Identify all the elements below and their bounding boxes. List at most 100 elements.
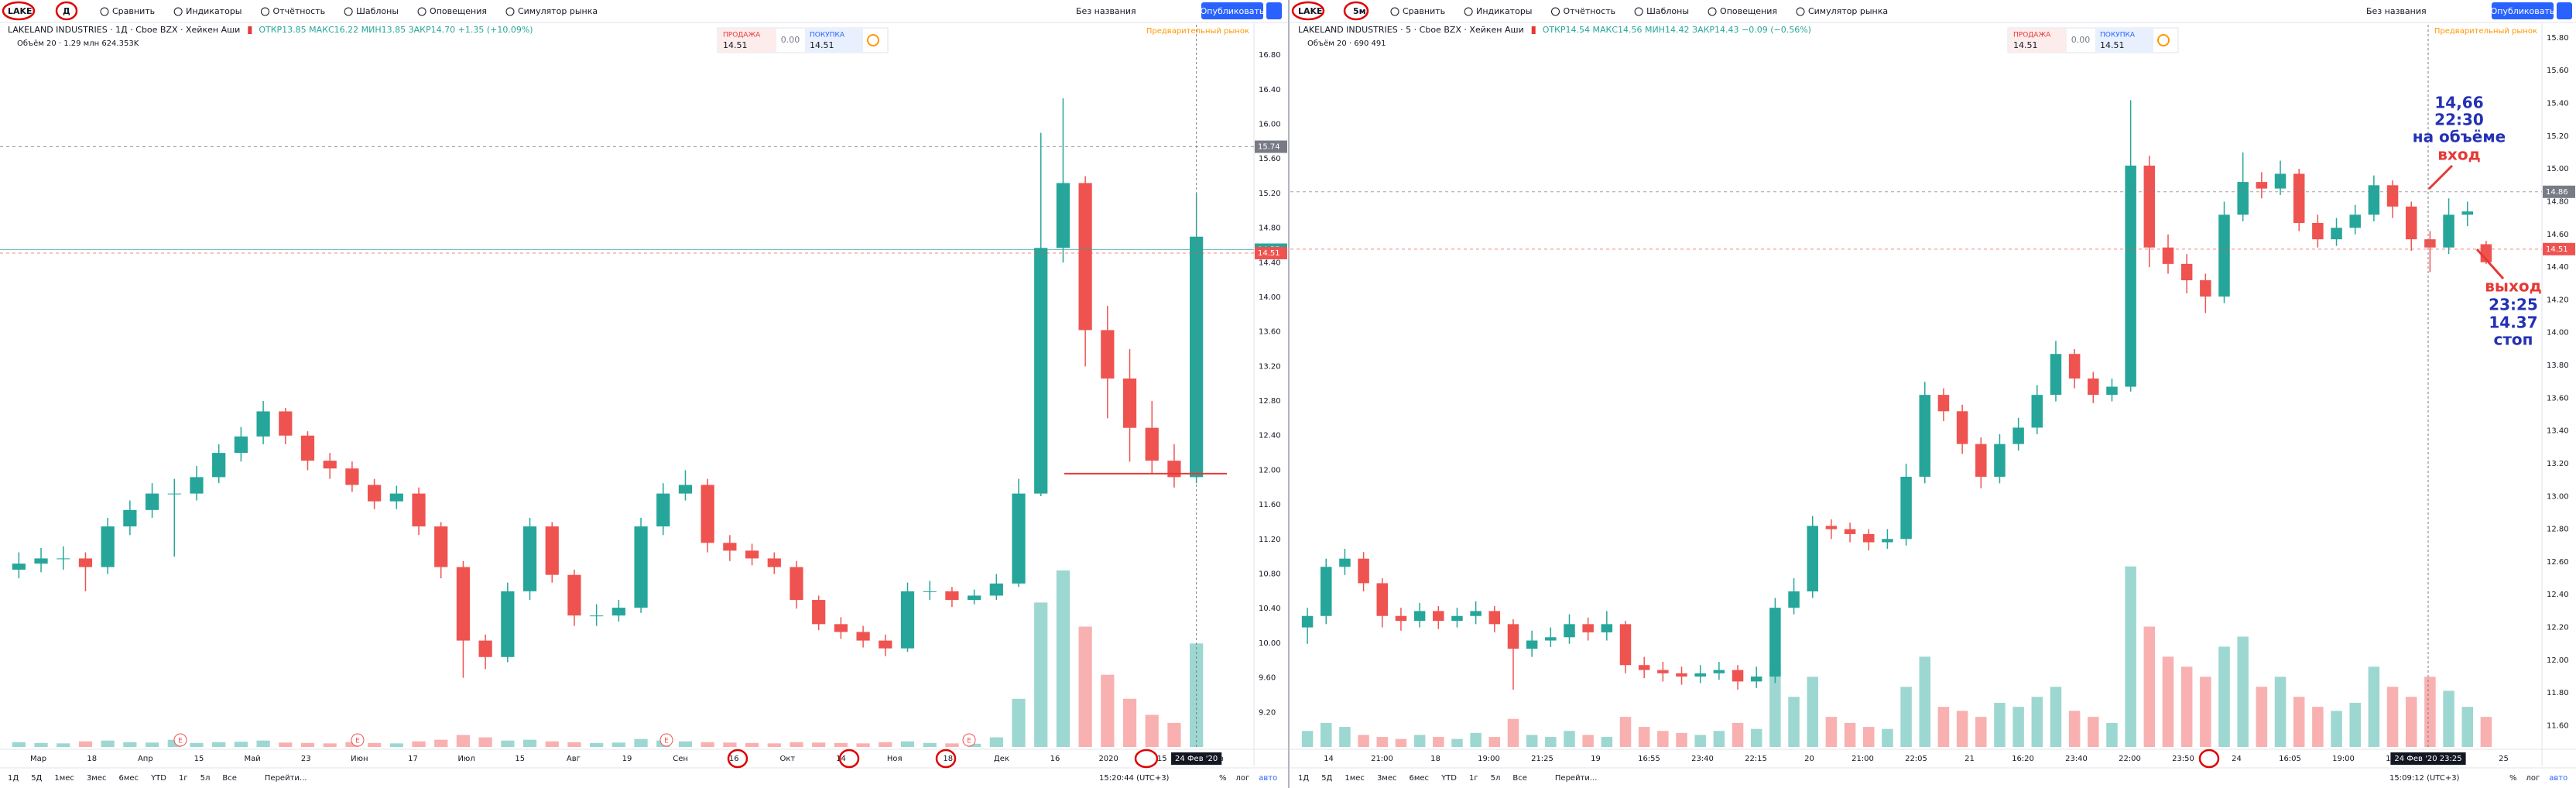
candle-body: [968, 595, 981, 601]
sell-label[interactable]: ПРОДАЖА: [2013, 32, 2051, 39]
event-marker[interactable]: [962, 733, 976, 747]
candle-body: [2312, 222, 2324, 240]
range-button[interactable]: YTD: [1440, 774, 1457, 783]
volume-bar: [434, 739, 448, 747]
range-button[interactable]: Все: [1512, 774, 1527, 783]
event-marker[interactable]: [173, 733, 187, 747]
range-button[interactable]: 5л: [200, 774, 211, 783]
scale-control[interactable]: авто: [2549, 774, 2567, 783]
volume-bar: [545, 741, 559, 747]
candle-body: [1750, 677, 1762, 682]
trade-icon: [867, 34, 879, 46]
volume-bar: [501, 740, 515, 747]
toolbar-item[interactable]: Шаблоны: [1646, 6, 1689, 16]
layout-name[interactable]: Без названия: [2366, 6, 2427, 16]
toolbar-item[interactable]: Шаблоны: [356, 6, 399, 16]
scale-control[interactable]: %: [1219, 774, 1227, 783]
candle-body: [989, 583, 1003, 596]
volume-bar: [145, 742, 159, 747]
range-button[interactable]: 1Д: [8, 774, 19, 783]
publish-label[interactable]: Опубликовать: [2491, 6, 2555, 16]
range-button[interactable]: 5л: [1491, 774, 1501, 783]
interval[interactable]: Д: [63, 6, 70, 16]
volume-legend: Объём 20 · 690 491: [1307, 39, 1386, 48]
toolbar-item[interactable]: Симулятор рынка: [1808, 6, 1888, 16]
y-tick-label: 13.60: [1259, 328, 1281, 337]
publish-label[interactable]: Опубликовать: [1201, 6, 1265, 16]
sell-label[interactable]: ПРОДАЖА: [723, 32, 761, 39]
y-tick-label: 12.80: [1259, 397, 1281, 406]
toolbar-item[interactable]: Оповещения: [430, 6, 487, 16]
scale-control[interactable]: лог: [1236, 774, 1250, 783]
volume-bar: [522, 739, 537, 747]
volume-bar: [1358, 735, 1369, 747]
x-tick-label: Сен: [673, 755, 688, 763]
publish-button[interactable]: [1201, 2, 1263, 19]
toolbar-item[interactable]: Отчётность: [273, 6, 326, 16]
buy-label[interactable]: ПОКУПКА: [2100, 32, 2136, 39]
range-button[interactable]: YTD: [150, 774, 166, 783]
range-button[interactable]: 1мес: [54, 774, 74, 783]
event-marker[interactable]: [659, 733, 673, 747]
range-button[interactable]: 1Д: [1298, 774, 1309, 783]
highlight-circles: [2, 1, 2220, 769]
range-button[interactable]: 6мес: [119, 774, 139, 783]
goto-date[interactable]: Перейти...: [1555, 774, 1598, 783]
volume-bar: [123, 742, 137, 747]
y-tick-label: 9.20: [1259, 708, 1276, 717]
circle: [1291, 1, 1325, 21]
event-label: E: [178, 738, 183, 745]
toolbar-icon: [344, 7, 353, 16]
layout-name[interactable]: Без названия: [1076, 6, 1136, 16]
toolbar: [0, 0, 1288, 22]
menu-button[interactable]: [1266, 2, 1282, 19]
buy-price[interactable]: 14.51: [810, 40, 834, 50]
buy-label[interactable]: ПОКУПКА: [810, 32, 845, 39]
volume-bar: [1676, 732, 1687, 747]
scale-control[interactable]: лог: [2526, 774, 2540, 783]
toolbar-item[interactable]: Индикаторы: [1476, 6, 1532, 16]
range-button[interactable]: 1мес: [1345, 774, 1365, 783]
range-button[interactable]: 6мес: [1410, 774, 1430, 783]
range-button[interactable]: 3мес: [1377, 774, 1397, 783]
range-button[interactable]: Все: [222, 774, 237, 783]
candle-body: [1582, 624, 1594, 632]
toolbar-item[interactable]: Симулятор рынка: [518, 6, 598, 16]
buy-price[interactable]: 14.51: [2100, 40, 2125, 50]
x-tick-label: 23:40: [2065, 755, 2088, 763]
candle-body: [745, 550, 759, 559]
y-tick-label: 13.20: [2547, 460, 2569, 468]
range-button[interactable]: 1г: [179, 774, 188, 783]
volume-bar: [1694, 735, 1706, 747]
sell-price[interactable]: 14.51: [2013, 40, 2038, 50]
toolbar-item[interactable]: Оповещения: [1720, 6, 1777, 16]
event-marker[interactable]: [351, 733, 365, 747]
candle-body: [1376, 583, 1389, 616]
candle-body: [2293, 173, 2305, 223]
toolbar-item[interactable]: Отчётность: [1564, 6, 1616, 16]
range-button[interactable]: 3мес: [87, 774, 107, 783]
scale-control[interactable]: %: [2509, 774, 2517, 783]
candle-body: [2125, 165, 2136, 387]
volume-bar: [1807, 677, 1818, 747]
sell-price[interactable]: 14.51: [723, 40, 748, 50]
toolbar-item[interactable]: Сравнить: [112, 6, 155, 16]
volume-bar: [2274, 677, 2287, 747]
toolbar-item[interactable]: Сравнить: [1403, 6, 1445, 16]
toolbar-item[interactable]: Индикаторы: [186, 6, 242, 16]
candle-body: [2012, 427, 2024, 444]
symbol[interactable]: LAKE: [1298, 6, 1323, 16]
interval[interactable]: 5м: [1353, 6, 1366, 16]
range-button[interactable]: 5Д: [31, 774, 42, 783]
publish-button[interactable]: [2492, 2, 2554, 19]
candle-body: [2256, 182, 2268, 189]
premarket: Предварительный рынок: [1146, 27, 1249, 36]
volume-bar: [1713, 731, 1725, 747]
range-button[interactable]: 5Д: [1321, 774, 1332, 783]
symbol[interactable]: LAKE: [8, 6, 33, 16]
range-button[interactable]: 1г: [1469, 774, 1478, 783]
goto-date[interactable]: Перейти...: [265, 774, 307, 783]
scale-control[interactable]: авто: [1259, 774, 1277, 783]
y-tick-label: 11.20: [1259, 536, 1281, 544]
menu-button[interactable]: [2557, 2, 2572, 19]
